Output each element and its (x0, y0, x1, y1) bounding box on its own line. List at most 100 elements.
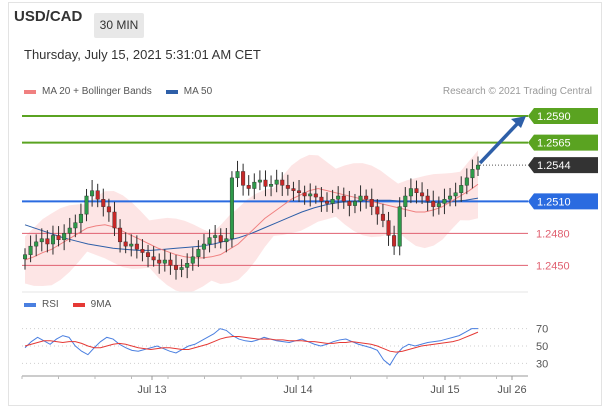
level-label-5: 1.2450 (536, 260, 570, 272)
ma50-line (24, 197, 479, 251)
rsi-legend: RSI 9MA (24, 299, 125, 310)
candle-body (448, 195, 453, 200)
legend-rsi: RSI (24, 299, 59, 310)
candle-body (257, 179, 262, 183)
candle-body (280, 179, 285, 186)
candle-body (364, 195, 369, 200)
candle-body (101, 198, 106, 207)
candle-body (84, 195, 89, 215)
candle-body (168, 259, 173, 266)
ma9-swatch (72, 302, 85, 307)
candle-body (67, 227, 72, 234)
candle-body (403, 195, 408, 207)
candle-body (23, 254, 28, 260)
candle-body (464, 177, 469, 186)
candle-body (106, 206, 111, 213)
candle-body (45, 238, 50, 245)
rsi-series-rsi (24, 328, 478, 366)
candle-body (347, 201, 352, 206)
candle-body (151, 256, 156, 261)
candle-body (274, 179, 279, 185)
forecast-arrow-shaft (478, 120, 521, 165)
candle-body (436, 203, 441, 207)
candle-body (241, 171, 246, 186)
candle-body (112, 211, 117, 229)
symbol-title: USD/CAD (14, 8, 83, 25)
candle-body (62, 233, 67, 240)
candle-body (179, 267, 184, 270)
timestamp: Thursday, July 15, 2021 5:31:01 AM CET (24, 47, 261, 62)
candle-body (297, 190, 302, 194)
candle-body (313, 193, 318, 198)
ma50-swatch (165, 89, 178, 94)
candle-body (34, 241, 39, 247)
candle-body (213, 235, 218, 238)
forecast-arrowhead (511, 116, 526, 128)
candle-body (196, 249, 201, 257)
candle-body (285, 185, 290, 189)
level-label-1: 1.2565 (537, 138, 571, 150)
candle-body (50, 235, 55, 245)
x-tick-label-2: Jul 15 (430, 384, 459, 396)
candle-body (246, 185, 251, 189)
legend-ma50-label: MA 50 (183, 86, 213, 97)
level-label-0: 1.2590 (537, 111, 571, 123)
bollinger-band (25, 150, 478, 293)
candle-body (302, 192, 307, 197)
level-label-3: 1.2510 (537, 196, 571, 208)
level-tag-3 (528, 193, 598, 210)
rsi-series-9ma (24, 331, 479, 353)
rsi-tick-50: 50 (536, 341, 548, 353)
candle-body (173, 265, 178, 270)
candle-body (291, 188, 296, 191)
ma20-line (24, 183, 479, 261)
candle-body (134, 243, 139, 250)
x-tick-label-1: Jul 14 (283, 384, 312, 396)
candle-body (95, 190, 100, 200)
x-tick-label-3: Jul 26 (497, 384, 526, 396)
candle-body (352, 201, 357, 206)
rsi-tick-30: 30 (536, 358, 548, 370)
legend-ma20-label: MA 20 + Bollinger Bands (42, 86, 152, 97)
candle-body (476, 164, 481, 170)
candle-body (140, 249, 145, 253)
level-tag-1 (528, 134, 598, 151)
candle-body (207, 237, 212, 245)
legend-ma50: MA 50 (165, 86, 213, 97)
candle-body (73, 222, 78, 229)
ma20-swatch (24, 89, 36, 94)
level-label-2: 1.2544 (537, 160, 571, 172)
candle-body (123, 241, 128, 247)
candle-body (442, 198, 447, 204)
candle-body (229, 177, 234, 239)
candle-body (218, 235, 223, 243)
candle-body (386, 220, 391, 236)
candle-body (380, 213, 385, 221)
research-credit: Research © 2021 Trading Central (442, 86, 592, 97)
candle-body (146, 252, 151, 258)
candle-body (185, 263, 190, 268)
candle-body (459, 185, 464, 193)
candle-body (157, 259, 162, 264)
candle-body (425, 195, 430, 202)
candle-body (369, 198, 374, 207)
candle-body (263, 179, 268, 187)
candle-body (129, 243, 134, 247)
candle-body (375, 206, 380, 215)
candle-body (235, 171, 240, 179)
candle-body (162, 259, 167, 264)
rsi-tick-70: 70 (536, 324, 548, 336)
legend-9ma: 9MA (72, 299, 112, 310)
candle-body (56, 235, 61, 240)
level-tag-2 (528, 157, 598, 174)
legend-9ma-label: 9MA (90, 299, 112, 310)
level-label-4: 1.2480 (536, 228, 570, 240)
timeframe-badge[interactable]: 30 MIN (94, 13, 144, 38)
price-legend: MA 20 + Bollinger Bands MA 50 (24, 86, 226, 97)
candle-body (453, 192, 458, 197)
x-tick-label-0: Jul 13 (137, 384, 166, 396)
candle-body (336, 195, 341, 200)
candle-body (269, 184, 274, 187)
rsi-swatch (24, 302, 36, 307)
